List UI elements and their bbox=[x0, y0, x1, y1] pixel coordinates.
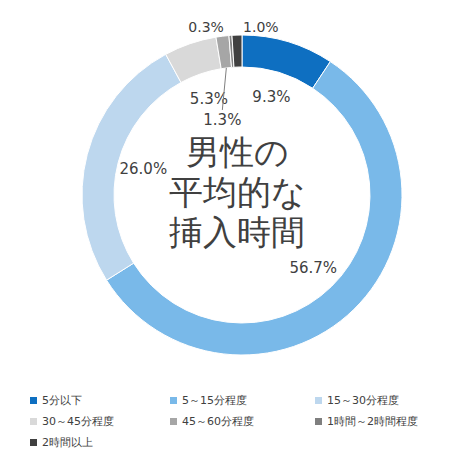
html-text:5分以下: 5分以下 bbox=[42, 394, 82, 407]
html-text:15～30分程度: 15～30分程度 bbox=[327, 394, 399, 407]
svg-text:26.0%: 26.0% bbox=[120, 160, 168, 178]
html-text:平均的な: 平均的な bbox=[168, 172, 306, 212]
html-text:1時間～2時間程度: 1時間～2時間程度 bbox=[327, 415, 418, 428]
html-text:男性の: 男性の bbox=[185, 132, 289, 172]
svg-text:1.0%: 1.0% bbox=[243, 19, 279, 35]
svg-text:1.3%: 1.3% bbox=[203, 111, 241, 129]
html-text:2時間以上: 2時間以上 bbox=[42, 436, 93, 449]
svg-text:5.3%: 5.3% bbox=[190, 90, 228, 108]
html-text:30～45分程度: 30～45分程度 bbox=[42, 415, 114, 428]
svg-text:9.3%: 9.3% bbox=[252, 88, 290, 106]
html-text:挿入時間: 挿入時間 bbox=[169, 212, 305, 252]
html-text:45～60分程度: 45～60分程度 bbox=[182, 415, 254, 428]
html-text:5～15分程度: 5～15分程度 bbox=[182, 394, 247, 407]
svg-text:56.7%: 56.7% bbox=[289, 259, 337, 277]
svg-text:0.3%: 0.3% bbox=[188, 19, 224, 35]
